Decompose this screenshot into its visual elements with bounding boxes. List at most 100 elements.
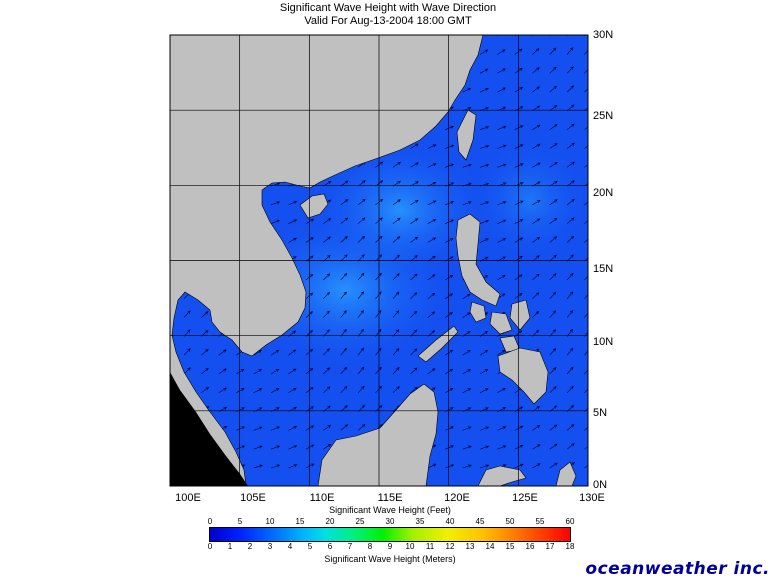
wave-direction-arrow — [514, 144, 524, 149]
wave-direction-arrow — [566, 161, 575, 168]
colorbar-feet-tick: 10 — [265, 517, 275, 526]
wave-direction-arrow — [584, 201, 588, 206]
wave-direction-arrow — [288, 464, 298, 469]
wave-direction-arrow — [340, 217, 349, 224]
wave-direction-arrow — [497, 49, 506, 55]
wave-direction-arrow — [532, 444, 541, 450]
wave-direction-arrow — [427, 163, 437, 168]
colorbar-feet-tick: 0 — [207, 517, 213, 526]
wave-direction-arrow — [218, 368, 227, 375]
wave-direction-arrow — [392, 273, 400, 281]
colorbar-feet-tick: 35 — [415, 517, 425, 526]
wave-direction-arrow — [549, 236, 558, 243]
colorbar — [209, 527, 571, 542]
wave-direction-arrow — [270, 426, 280, 431]
colorbar-meters-tick: 12 — [445, 542, 455, 551]
colorbar-feet-title: Significant Wave Height (Feet) — [329, 505, 451, 515]
wave-direction-arrow — [549, 366, 557, 375]
wave-direction-arrow — [514, 463, 524, 469]
wave-direction-arrow — [288, 219, 298, 224]
wave-direction-arrow — [497, 144, 507, 149]
wave-direction-arrow — [410, 310, 418, 318]
wave-direction-arrow — [253, 369, 262, 375]
wave-direction-arrow — [549, 199, 558, 206]
wave-direction-arrow — [323, 443, 332, 450]
wave-direction-arrow — [549, 347, 557, 356]
wave-direction-arrow — [323, 236, 331, 243]
wave-direction-arrow — [340, 291, 347, 299]
wave-direction-arrow — [392, 386, 400, 394]
colorbar-meters-tick: 0 — [207, 542, 213, 551]
wave-direction-arrow — [532, 143, 541, 149]
wave-direction-arrow — [375, 272, 382, 281]
land-mindanao — [497, 347, 549, 405]
lon-label-120e: 120E — [444, 492, 470, 504]
wave-direction-arrow — [462, 445, 472, 450]
wave-direction-arrow — [357, 235, 366, 243]
chart-title: Significant Wave Height with Wave Direct… — [279, 2, 497, 14]
wave-direction-arrow — [392, 310, 400, 318]
wave-direction-arrow — [497, 274, 506, 281]
wave-direction-arrow — [584, 164, 588, 168]
colorbar-feet-tick: 20 — [325, 517, 335, 526]
wave-direction-arrow — [584, 292, 588, 299]
wave-direction-arrow — [340, 199, 349, 206]
wave-direction-arrow — [201, 348, 209, 356]
wave-direction-arrow — [183, 367, 191, 375]
wave-direction-arrow — [357, 366, 365, 375]
wave-direction-arrow — [357, 198, 366, 206]
land-hainan — [299, 193, 329, 219]
wave-direction-arrow — [497, 238, 507, 243]
wave-direction-arrow — [462, 350, 471, 356]
wave-direction-arrow — [514, 237, 524, 243]
wave-direction-arrow — [532, 67, 540, 74]
land-borneo — [317, 383, 439, 486]
wave-direction-arrow — [410, 292, 418, 300]
wave-direction-arrow — [410, 199, 419, 206]
wave-direction-arrow — [445, 125, 455, 130]
wave-direction-arrow — [549, 291, 557, 300]
wave-direction-arrow — [532, 48, 540, 55]
colorbar-meters-tick: 6 — [327, 542, 333, 551]
land-halmahera — [555, 461, 577, 486]
wave-direction-arrow — [392, 236, 401, 243]
wave-direction-arrow — [584, 48, 588, 55]
colorbar-feet-tick: 30 — [385, 517, 395, 526]
colorbar-meters-tick: 4 — [287, 542, 293, 551]
colorbar-feet-tick: 5 — [237, 517, 243, 526]
wave-direction-arrow — [445, 144, 455, 149]
wave-direction-arrow — [549, 443, 558, 450]
wave-direction-arrow — [584, 348, 588, 356]
wave-direction-arrow — [462, 369, 472, 375]
wave-direction-arrow — [532, 425, 541, 431]
lon-label-115e: 115E — [377, 492, 403, 504]
lat-label-30n: 30N — [593, 29, 614, 41]
wave-direction-arrow — [445, 445, 455, 450]
wave-direction-arrow — [323, 310, 330, 318]
wave-direction-arrow — [549, 47, 557, 55]
wave-direction-arrow — [479, 238, 489, 243]
wave-direction-arrow — [549, 217, 558, 224]
wave-direction-arrow — [532, 86, 541, 93]
colorbar-feet-tick: 40 — [445, 517, 455, 526]
colorbar-meters-title: Significant Wave Height (Meters) — [324, 554, 456, 564]
wave-direction-arrow — [288, 349, 297, 356]
wave-direction-arrow — [340, 236, 348, 243]
wave-direction-arrow — [323, 386, 331, 394]
wave-direction-arrow — [566, 424, 575, 431]
wave-direction-arrow — [305, 444, 315, 450]
wave-direction-arrow — [340, 424, 349, 431]
wave-direction-arrow — [532, 236, 541, 243]
wave-direction-arrow — [427, 311, 436, 318]
colorbar-meters-tick: 14 — [485, 542, 495, 551]
wave-direction-arrow — [462, 87, 472, 93]
wave-direction-arrow — [479, 201, 490, 206]
colorbar-meters-tick: 8 — [367, 542, 373, 551]
lon-label-130e: 130E — [579, 492, 605, 504]
wave-direction-arrow — [514, 445, 524, 450]
wave-direction-arrow — [427, 237, 437, 243]
wave-direction-arrow — [427, 144, 437, 149]
map-frame — [169, 34, 589, 487]
wave-direction-arrow — [479, 163, 490, 168]
